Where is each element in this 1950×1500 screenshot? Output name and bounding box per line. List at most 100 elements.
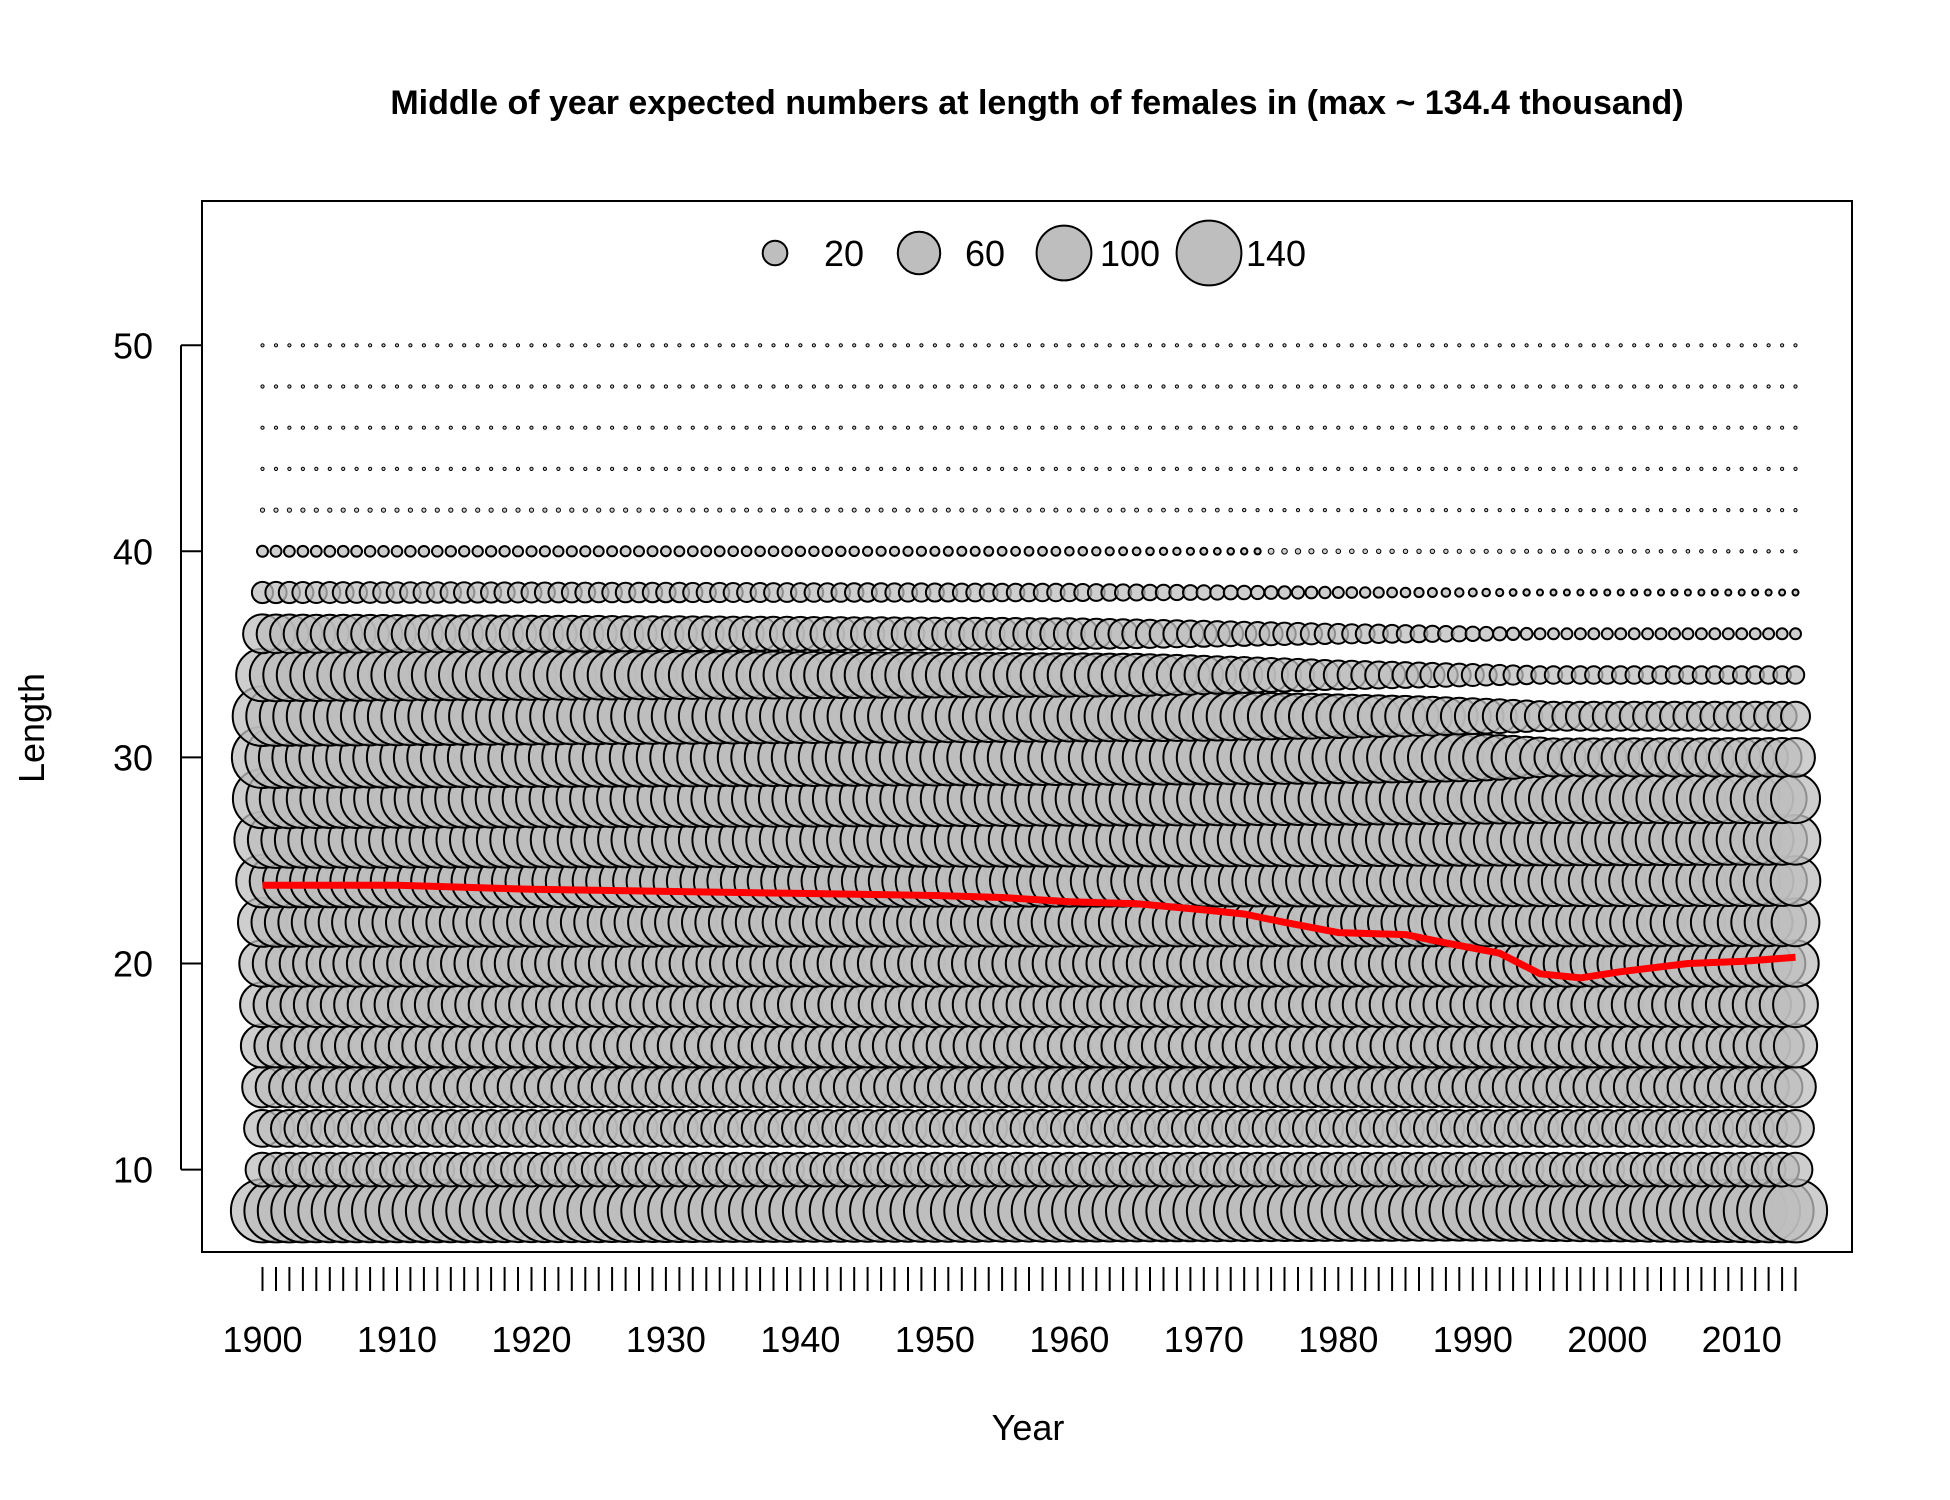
bubble	[1215, 384, 1220, 389]
bubble	[1161, 425, 1166, 430]
plot-frame	[201, 200, 1853, 1253]
bubble	[1481, 587, 1491, 598]
bubble	[1349, 508, 1354, 513]
bubble	[300, 425, 305, 430]
bubble	[969, 545, 981, 557]
bubble	[673, 545, 686, 558]
bubble	[1053, 507, 1059, 513]
bubble	[1780, 700, 1811, 732]
bubble	[1386, 586, 1398, 599]
bubble	[821, 545, 833, 557]
bubble	[811, 425, 817, 430]
bubble	[1484, 425, 1489, 430]
bubble	[529, 425, 534, 430]
bubble	[1772, 1023, 1819, 1069]
bubble	[1107, 425, 1112, 430]
bubble	[350, 544, 364, 558]
bubble	[1050, 545, 1062, 557]
bubble	[704, 425, 709, 430]
bubble	[1658, 549, 1664, 554]
bubble	[1336, 466, 1341, 471]
bubble	[1632, 343, 1637, 348]
bubble	[1470, 466, 1475, 471]
bubble	[1322, 343, 1328, 348]
bubble	[1591, 343, 1596, 348]
bubble	[1770, 773, 1821, 825]
bubble	[1242, 343, 1247, 348]
bubble	[1077, 546, 1089, 557]
bubble	[421, 425, 426, 430]
bubble	[1618, 425, 1623, 430]
bubble	[1294, 548, 1302, 555]
bubble	[1443, 548, 1449, 554]
bubble	[865, 466, 870, 471]
bubble	[1242, 425, 1247, 430]
bubble	[1694, 627, 1708, 641]
bubble	[1322, 466, 1328, 471]
bubble	[1483, 548, 1489, 554]
bubble	[1537, 384, 1543, 389]
bubble	[677, 466, 682, 471]
bubble	[1551, 384, 1556, 389]
bubble	[556, 466, 561, 471]
bubble	[619, 545, 632, 558]
bubble	[1753, 549, 1758, 554]
bubble	[1793, 549, 1798, 554]
bubble	[932, 466, 938, 471]
bubble	[879, 466, 884, 471]
bubble	[1267, 547, 1275, 555]
bubble	[354, 425, 359, 430]
x-tick-label: 2000	[1567, 1319, 1647, 1360]
bubble	[1712, 425, 1717, 430]
bubble	[1645, 466, 1650, 471]
bubble	[458, 545, 471, 558]
bubble	[1726, 425, 1731, 430]
y-tick-label: 10	[113, 1150, 153, 1191]
bubble	[1645, 548, 1650, 554]
bubble	[932, 425, 938, 430]
bubble	[421, 343, 426, 348]
bubble	[260, 466, 265, 471]
bubble	[1131, 546, 1142, 557]
bubble	[1195, 584, 1213, 601]
bubble	[1269, 466, 1274, 471]
bubble	[404, 545, 417, 558]
bubble	[1766, 425, 1771, 430]
bubble	[784, 425, 790, 430]
bubble	[528, 507, 535, 513]
bubble	[1699, 466, 1704, 471]
bubble	[444, 545, 457, 558]
bubble	[1242, 466, 1247, 471]
bubble	[1174, 384, 1180, 389]
bubble	[1470, 508, 1475, 513]
bubble	[1685, 508, 1691, 513]
bubble	[1672, 508, 1677, 513]
bubble	[690, 343, 695, 348]
bubble	[1040, 343, 1045, 348]
bubble	[1658, 343, 1664, 348]
bubble	[1524, 548, 1530, 554]
bubble	[781, 545, 793, 558]
legend-bubble	[896, 230, 942, 276]
bubble	[569, 384, 574, 389]
bubble	[323, 544, 337, 558]
bubble	[1080, 425, 1085, 430]
bubble	[1603, 588, 1612, 597]
bubble	[1091, 546, 1102, 557]
bubble	[1576, 588, 1585, 597]
bubble	[1605, 343, 1610, 348]
bubble	[582, 507, 588, 513]
bubble	[1372, 586, 1385, 599]
bubble	[1564, 384, 1570, 389]
bubble	[717, 507, 723, 513]
bubble	[1443, 425, 1449, 430]
bubble	[1134, 343, 1139, 348]
bubble	[1470, 548, 1476, 554]
bubble	[300, 507, 306, 513]
bubble	[529, 343, 534, 348]
bubble	[1484, 384, 1489, 389]
bubble	[973, 425, 978, 430]
bubble	[824, 507, 830, 513]
bubble	[758, 425, 763, 430]
x-tick-label: 2010	[1702, 1319, 1782, 1360]
